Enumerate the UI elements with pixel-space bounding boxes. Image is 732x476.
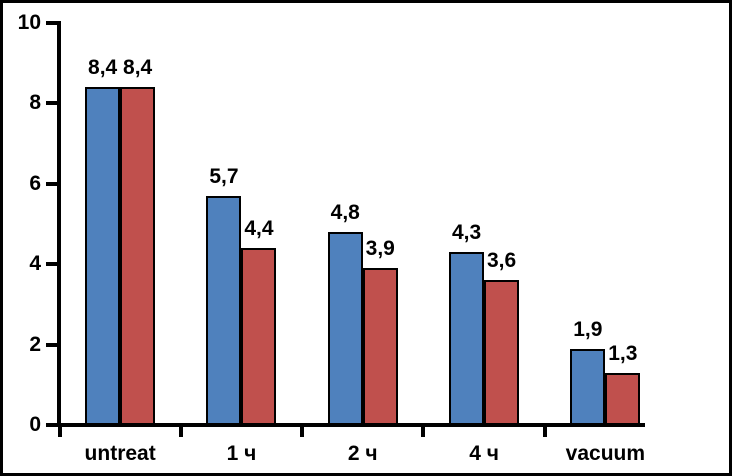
y-tick-label: 10 — [17, 11, 41, 34]
bar-series-2-cat3 — [484, 280, 520, 425]
x-category-label: untreat — [84, 442, 156, 465]
x-category-label: 2 ч — [347, 442, 378, 465]
bar-series-1-cat3 — [449, 252, 485, 425]
y-tick — [46, 21, 59, 25]
x-tick — [300, 425, 305, 437]
x-category-label: 1 ч — [226, 442, 257, 465]
bar-series-1-cat0 — [85, 87, 121, 425]
bar-value-label: 8,4 — [123, 56, 153, 80]
y-tick-label: 0 — [29, 413, 41, 436]
y-tick — [46, 342, 59, 347]
y-tick-label: 8 — [29, 91, 41, 115]
bar-value-label: 4,4 — [244, 217, 274, 241]
x-category-label: 4 ч — [469, 442, 499, 465]
bar-value-label: 4,8 — [330, 201, 360, 225]
bar-chart: 0 2 4 6 8 10 8,4 8,4 untreat 5,7 4,4 1 ч 4,8 3,9 2 ч 4,… — [3, 3, 729, 473]
bar-series-1-cat2 — [327, 232, 363, 425]
x-tick — [421, 425, 426, 437]
y-tick — [46, 181, 59, 186]
y-tick-label: 4 — [29, 252, 41, 276]
bar-value-label: 1,9 — [573, 317, 603, 341]
bar-series-1-cat4 — [570, 348, 606, 425]
y-axis-line — [57, 21, 61, 427]
y-tick — [46, 423, 59, 427]
x-tick — [542, 425, 547, 437]
x-axis-line — [57, 423, 645, 427]
bar-value-label: 1,3 — [608, 341, 638, 365]
x-tick — [178, 425, 183, 437]
bar-series-2-cat4 — [605, 372, 641, 425]
bar-value-label: 4,3 — [451, 221, 482, 245]
bar-series-2-cat1 — [241, 248, 277, 425]
x-category-label: vacuum — [565, 442, 646, 465]
bar-value-label: 3,6 — [486, 249, 517, 273]
bar-value-label: 8,4 — [88, 56, 118, 80]
bar-series-1-cat1 — [206, 195, 242, 425]
y-tick — [46, 262, 59, 267]
y-tick-label: 6 — [29, 171, 41, 195]
bar-series-2-cat0 — [120, 87, 156, 425]
bar-value-label: 3,9 — [365, 237, 395, 261]
bar-value-label: 5,7 — [209, 164, 239, 188]
y-tick — [46, 101, 59, 106]
x-tick — [57, 425, 62, 437]
y-tick-label: 2 — [29, 332, 41, 356]
bar-series-2-cat2 — [362, 268, 398, 425]
